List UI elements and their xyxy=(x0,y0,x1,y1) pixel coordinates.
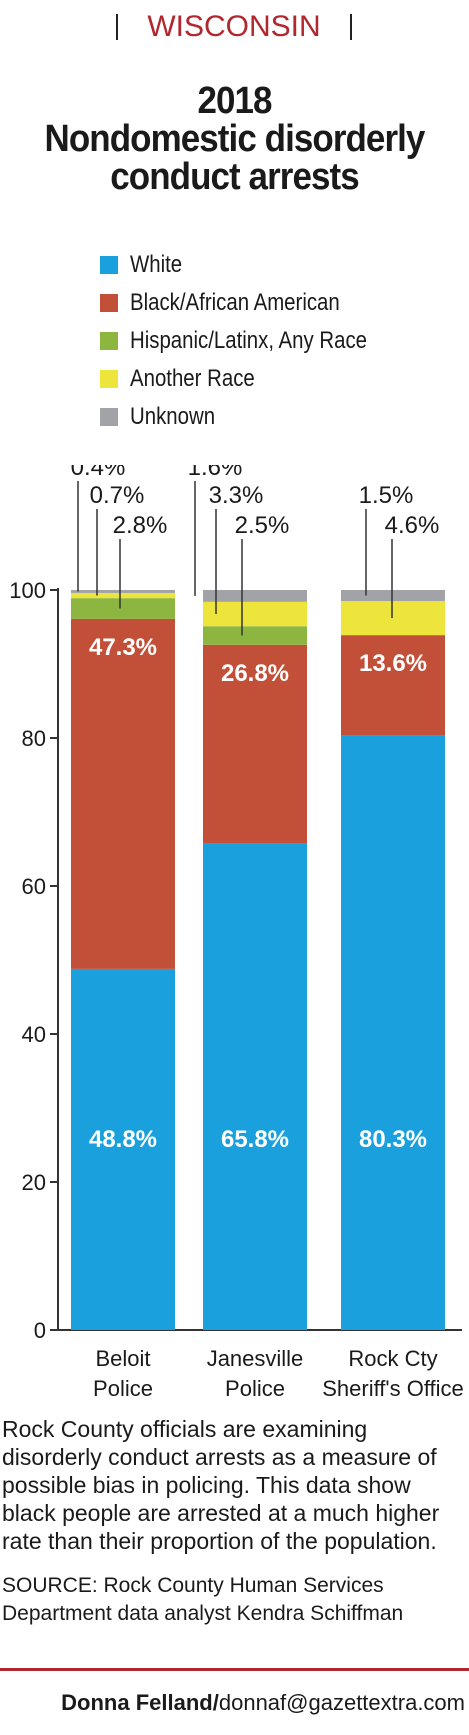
bar-segment xyxy=(203,590,307,602)
bar-segment xyxy=(341,635,445,736)
y-tick-label: 80 xyxy=(22,726,46,751)
bar-segment xyxy=(341,590,445,602)
title-line-2: Nondomestic disorderly xyxy=(44,118,426,160)
data-label-inside: 65.8% xyxy=(221,1126,289,1153)
x-category-label: Rock Cty xyxy=(348,1346,437,1371)
chart-title: 2018 Nondomestic disorderly conduct arre… xyxy=(19,82,450,196)
bar-segment xyxy=(203,601,307,627)
footer-divider xyxy=(0,1668,469,1671)
bar-segment xyxy=(203,644,307,844)
x-category-label: Beloit xyxy=(95,1346,150,1371)
bar-segment xyxy=(203,843,307,1330)
bar-segment xyxy=(341,735,445,1330)
data-label-callout: 1.5% xyxy=(359,482,414,509)
bar-segment xyxy=(203,626,307,645)
data-label-callout: 2.5% xyxy=(235,512,290,539)
credit-line: Donna Felland/donnaf@gazettextra.com xyxy=(61,1688,465,1718)
credit-email: donnaf@gazettextra.com xyxy=(218,1690,465,1715)
caption: Rock County officials are examining diso… xyxy=(2,1416,440,1554)
data-label-inside: 26.8% xyxy=(221,660,289,687)
legend-label: Hispanic/Latinx, Any Race xyxy=(130,327,367,354)
title-line-1: 2018 xyxy=(197,80,272,122)
y-tick-label: 40 xyxy=(22,1022,46,1047)
stacked-bar-chart: 0 20 40 60 80 100 48.8% 47.3% 65.8% 26.8% 80.3% 13.… xyxy=(9,465,464,1401)
bar-segment xyxy=(71,590,175,593)
legend-swatch-black xyxy=(100,294,118,312)
credit-name: Donna Felland/ xyxy=(61,1690,219,1715)
title-line-3: conduct arrests xyxy=(110,156,359,198)
legend-label: Unknown xyxy=(130,403,216,430)
y-tick-label: 100 xyxy=(9,578,46,603)
legend-swatch-another-race xyxy=(100,370,118,388)
data-label-callout: 1.6% xyxy=(188,465,243,481)
data-label-inside: 48.8% xyxy=(89,1126,157,1153)
legend-swatch-hispanic xyxy=(100,332,118,350)
region-tag: WISCONSIN xyxy=(116,12,352,42)
data-label-inside: 47.3% xyxy=(89,634,157,661)
legend-label: White xyxy=(130,251,183,278)
source-note: SOURCE: Rock County Human Services Depar… xyxy=(2,1574,404,1625)
legend-swatch-unknown xyxy=(100,408,118,426)
data-label-callout: 0.4% xyxy=(71,465,126,481)
data-label-callout: 4.6% xyxy=(385,512,440,539)
data-label-inside: 80.3% xyxy=(359,1126,427,1153)
bar-segment xyxy=(71,618,175,969)
y-tick-label: 60 xyxy=(22,874,46,899)
bar-segment xyxy=(71,592,175,599)
bar-segment xyxy=(71,598,175,619)
data-label-callout: 0.7% xyxy=(90,482,145,509)
legend-label: Another Race xyxy=(130,365,255,392)
bar-segment xyxy=(71,968,175,1330)
legend-swatch-white xyxy=(100,256,118,274)
data-label-callout: 3.3% xyxy=(209,482,264,509)
legend-label: Black/African American xyxy=(130,289,340,316)
x-category-label: Sheriff's Office xyxy=(322,1376,464,1401)
x-category-label: Janesville xyxy=(207,1346,304,1371)
data-label-callout: 2.8% xyxy=(113,512,168,539)
bar-segment xyxy=(341,601,445,636)
data-label-inside: 13.6% xyxy=(359,650,427,677)
x-category-label: Police xyxy=(225,1376,285,1401)
x-category-label: Police xyxy=(93,1376,153,1401)
y-tick-label: 0 xyxy=(34,1318,46,1343)
y-tick-label: 20 xyxy=(22,1170,46,1195)
